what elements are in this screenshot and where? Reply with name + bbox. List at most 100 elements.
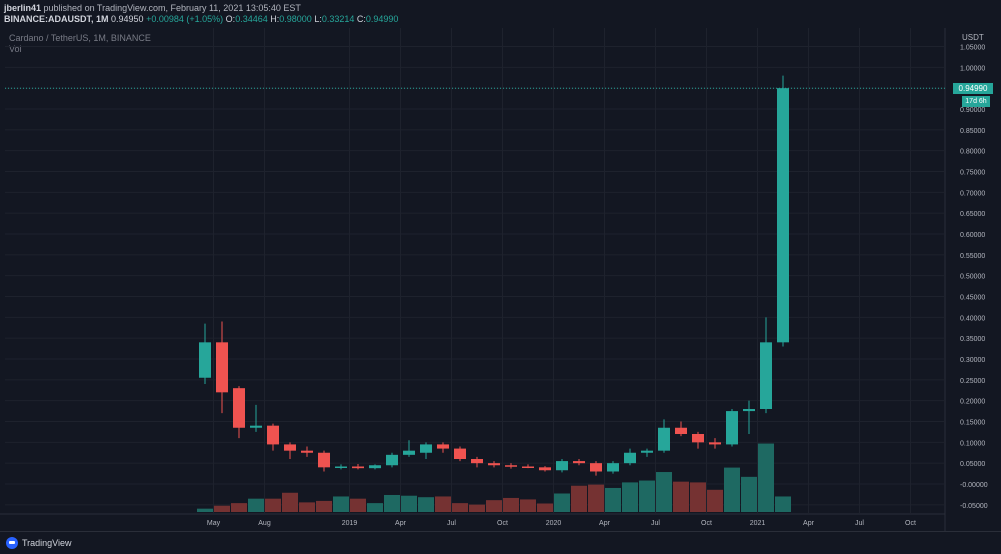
y-tick-label: 0.20000	[960, 399, 985, 406]
author-name[interactable]: jberlin41	[4, 3, 42, 13]
volume-bar	[316, 500, 332, 512]
candle-body	[607, 463, 619, 472]
y-tick-label: 0.65000	[960, 211, 985, 218]
publish-header: jberlin41 published on TradingView.com, …	[4, 3, 301, 14]
y-tick-label: 0.75000	[960, 169, 985, 176]
x-tick-label: Oct	[497, 520, 508, 527]
y-tick-label: 0.30000	[960, 357, 985, 364]
candle-body	[760, 342, 772, 409]
candle-body	[267, 425, 279, 445]
candle-body	[573, 461, 585, 464]
candle-body	[692, 433, 704, 443]
candle-body	[233, 388, 245, 428]
volume-bar	[639, 480, 655, 512]
candle-body	[386, 454, 398, 466]
x-tick-label: Jul	[651, 520, 660, 527]
candle-body	[403, 450, 415, 455]
volume-bar	[588, 484, 604, 512]
volume-bar	[197, 508, 213, 512]
pane-title: Cardano / TetherUS, 1M, BINANCE	[9, 33, 151, 43]
candle-body	[709, 442, 721, 445]
x-tick-label: Jul	[855, 520, 864, 527]
change-value: +0.00984 (+1.05%)	[146, 14, 224, 24]
volume-bar	[656, 472, 672, 512]
volume-bar	[231, 503, 247, 512]
tradingview-logo-icon	[6, 537, 18, 549]
y-tick-label: 0.90000	[960, 107, 985, 114]
candle-body	[352, 466, 364, 469]
candle-body	[658, 427, 670, 451]
last-price-tag: 0.94990	[953, 83, 993, 94]
x-tick-label: Apr	[395, 520, 407, 527]
candle-body	[726, 411, 738, 445]
candle-body	[505, 465, 517, 467]
x-tick-label: Jul	[447, 520, 456, 527]
volume-title[interactable]: Vol	[9, 44, 22, 54]
candle-body	[216, 342, 228, 393]
x-tick-label: 2020	[546, 520, 562, 527]
y-tick-label: 0.10000	[960, 440, 985, 447]
low-value: 0.33214	[321, 14, 355, 24]
volume-bar	[503, 497, 519, 512]
volume-bar	[690, 482, 706, 512]
y-tick-label: 0.40000	[960, 315, 985, 322]
y-tick-label: 1.05000	[960, 44, 985, 51]
volume-bar	[775, 496, 791, 512]
candle-body	[199, 342, 211, 378]
close-value: 0.94950	[111, 14, 144, 24]
volume-bar	[350, 498, 366, 512]
close-ohlc-value: 0.94990	[365, 14, 399, 24]
countdown-tag: 17d 6h	[962, 96, 990, 107]
y-tick-label: 0.15000	[960, 419, 985, 426]
volume-bar	[605, 487, 621, 512]
y-tick-label: 0.50000	[960, 274, 985, 281]
open-label: O:	[225, 14, 236, 24]
volume-bar	[622, 482, 638, 512]
candle-body	[369, 465, 381, 469]
y-tick-label: 0.05000	[960, 461, 985, 468]
volume-bar	[673, 481, 689, 512]
volume-bar	[265, 498, 281, 512]
price-unit: USDT	[962, 33, 984, 42]
tradingview-brand[interactable]: TradingView	[6, 537, 72, 549]
y-tick-label: 0.45000	[960, 294, 985, 301]
candle-body	[777, 88, 789, 343]
low-label: L:	[314, 14, 322, 24]
open-value: 0.34464	[235, 14, 268, 24]
high-label: H:	[270, 14, 280, 24]
x-tick-label: Oct	[701, 520, 712, 527]
candle-body	[335, 466, 347, 468]
volume-bar	[214, 505, 230, 512]
volume-bar	[333, 496, 349, 512]
candle-body	[590, 463, 602, 472]
volume-bar	[758, 443, 774, 512]
volume-bar	[469, 504, 485, 512]
volume-bar	[384, 494, 400, 512]
x-tick-label: Oct	[905, 520, 916, 527]
y-tick-label: 0.80000	[960, 149, 985, 156]
ticker-label: BINANCE:ADAUSDT, 1M	[4, 14, 109, 24]
candle-body	[641, 450, 653, 453]
x-tick-label: 2021	[750, 520, 766, 527]
y-tick-label: -0.05000	[960, 503, 988, 510]
price-chart[interactable]: 1.050001.000000.950000.900000.850000.800…	[0, 0, 1001, 531]
volume-bar	[401, 495, 417, 512]
candle-body	[250, 425, 262, 428]
close-label: C:	[356, 14, 366, 24]
y-tick-label: -0.00000	[960, 482, 988, 489]
volume-bar	[724, 467, 740, 512]
candle-body	[624, 452, 636, 464]
x-tick-label: Aug	[258, 520, 271, 527]
candle-body	[556, 461, 568, 471]
candle-body	[284, 444, 296, 451]
volume-bar	[452, 503, 468, 512]
y-tick-label: 1.00000	[960, 65, 985, 72]
footer	[0, 531, 1001, 554]
volume-bar	[537, 503, 553, 512]
candle-body	[743, 408, 755, 412]
volume-bar	[554, 493, 570, 512]
candle-body	[454, 448, 466, 459]
x-tick-label: Apr	[803, 520, 815, 527]
candle-body	[420, 444, 432, 453]
volume-bar	[367, 503, 383, 512]
